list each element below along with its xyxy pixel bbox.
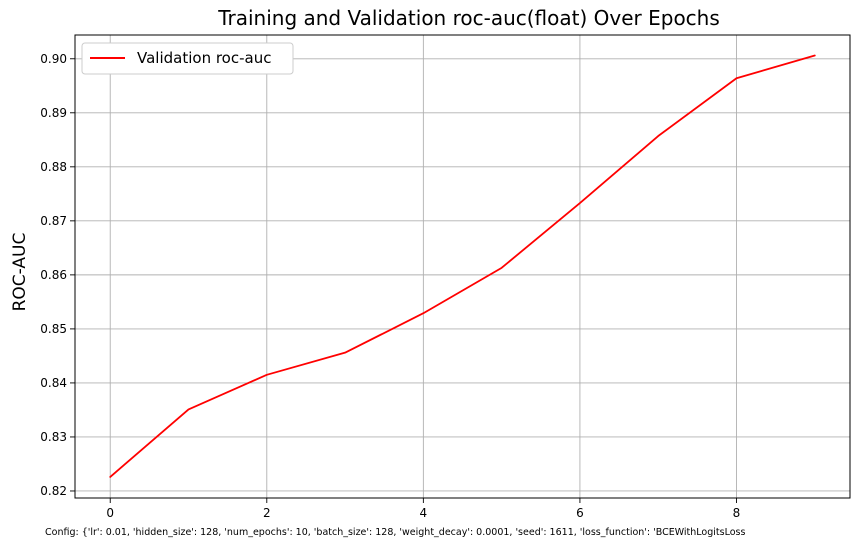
y-tick-label-6: 0.88 [40,160,67,174]
y-tick-label-3: 0.85 [40,322,67,336]
axes-layer [74,34,851,499]
y-tick-label-5: 0.87 [40,214,67,228]
legend-label-validation-roc-auc: Validation roc-auc [137,49,271,67]
y-tick-label-1: 0.83 [40,430,67,444]
y-tick-label-7: 0.89 [40,106,67,120]
y-tick-label-8: 0.90 [40,52,67,66]
tick-layer: 0 2 4 6 8 0.82 0.83 0.84 0.85 0.86 0.87 0.88 0.89 0.9… [40,52,740,520]
legend-box [81,42,294,75]
y-tick-label-4: 0.86 [40,268,67,282]
series-layer [109,54,816,478]
grid-layer [75,35,850,498]
x-tick-label-1: 2 [263,506,271,520]
y-tick-label-0: 0.82 [40,484,67,498]
plot-frame [74,34,851,499]
x-tick-label-2: 4 [420,506,428,520]
chart-title: Training and Validation roc-auc(float) O… [217,6,720,30]
x-tick-label-3: 6 [576,506,584,520]
y-axis-label: ROC-AUC [10,233,30,312]
x-tick-label-4: 8 [733,506,741,520]
y-tick-label-2: 0.84 [40,376,67,390]
legend: Validation roc-auc [81,42,294,75]
x-tick-label-0: 0 [106,506,114,520]
series-line-0 [109,54,816,478]
config-footer-text: Config: {'lr': 0.01, 'hidden_size': 128,… [45,527,745,538]
